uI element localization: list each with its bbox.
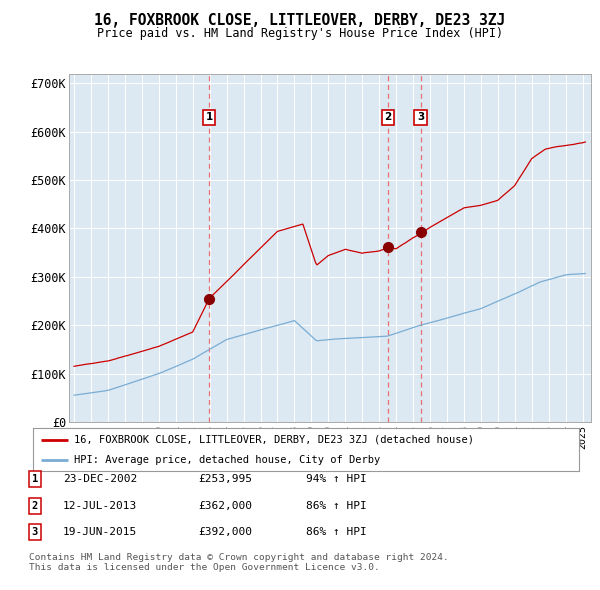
Text: 16, FOXBROOK CLOSE, LITTLEOVER, DERBY, DE23 3ZJ: 16, FOXBROOK CLOSE, LITTLEOVER, DERBY, D… xyxy=(94,13,506,28)
Text: 1: 1 xyxy=(206,112,213,122)
Text: Price paid vs. HM Land Registry's House Price Index (HPI): Price paid vs. HM Land Registry's House … xyxy=(97,27,503,40)
Text: This data is licensed under the Open Government Licence v3.0.: This data is licensed under the Open Gov… xyxy=(29,563,380,572)
Text: £392,000: £392,000 xyxy=(198,527,252,537)
Text: 2: 2 xyxy=(32,501,38,510)
Text: 19-JUN-2015: 19-JUN-2015 xyxy=(63,527,137,537)
Text: 23-DEC-2002: 23-DEC-2002 xyxy=(63,474,137,484)
Text: 1: 1 xyxy=(32,474,38,484)
Text: 3: 3 xyxy=(417,112,424,122)
Text: Contains HM Land Registry data © Crown copyright and database right 2024.: Contains HM Land Registry data © Crown c… xyxy=(29,553,449,562)
Text: 16, FOXBROOK CLOSE, LITTLEOVER, DERBY, DE23 3ZJ (detached house): 16, FOXBROOK CLOSE, LITTLEOVER, DERBY, D… xyxy=(74,435,474,445)
Text: 94% ↑ HPI: 94% ↑ HPI xyxy=(306,474,367,484)
Text: 3: 3 xyxy=(32,527,38,537)
Text: 2: 2 xyxy=(385,112,392,122)
Text: £362,000: £362,000 xyxy=(198,501,252,510)
Text: £253,995: £253,995 xyxy=(198,474,252,484)
Text: HPI: Average price, detached house, City of Derby: HPI: Average price, detached house, City… xyxy=(74,455,380,465)
Text: 86% ↑ HPI: 86% ↑ HPI xyxy=(306,501,367,510)
Text: 12-JUL-2013: 12-JUL-2013 xyxy=(63,501,137,510)
Text: 86% ↑ HPI: 86% ↑ HPI xyxy=(306,527,367,537)
